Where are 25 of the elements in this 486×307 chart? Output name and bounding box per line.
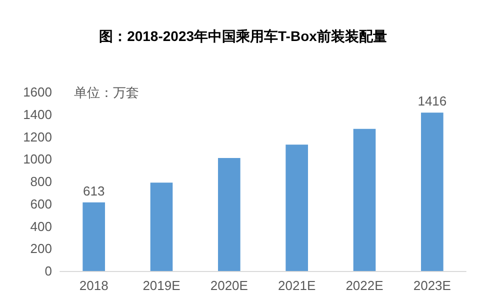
y-tick-label: 0	[44, 264, 52, 278]
bar	[150, 182, 173, 271]
y-tick-label: 1400	[23, 106, 52, 122]
annotation: 单位：万套	[74, 85, 139, 100]
x-tick-label: 2022E	[346, 278, 384, 293]
bar	[218, 158, 240, 271]
y-tick-label: 1600	[23, 84, 52, 100]
bar	[353, 128, 376, 271]
y-tick-label: 1200	[23, 129, 52, 144]
x-tick-label: 2018	[79, 278, 108, 293]
x-tick-label: 2023E	[413, 278, 452, 293]
data-label: 1416	[418, 94, 447, 109]
y-tick-label: 400	[30, 218, 52, 234]
bar	[421, 112, 444, 271]
x-tick-label: 2019E	[142, 278, 181, 293]
x-tick-label: 2020E	[210, 278, 248, 293]
data-label: 613	[82, 183, 105, 198]
y-tick-label: 1000	[23, 152, 52, 167]
y-tick-label: 800	[30, 174, 52, 189]
y-tick-label: 600	[30, 196, 52, 212]
x-tick-label: 2021E	[278, 278, 316, 293]
bar	[82, 202, 105, 271]
bar	[286, 144, 308, 271]
y-tick-label: 200	[30, 241, 52, 256]
chart-title: 图：2018-2023年中国乘用车T-Box前装装配量	[99, 28, 387, 44]
